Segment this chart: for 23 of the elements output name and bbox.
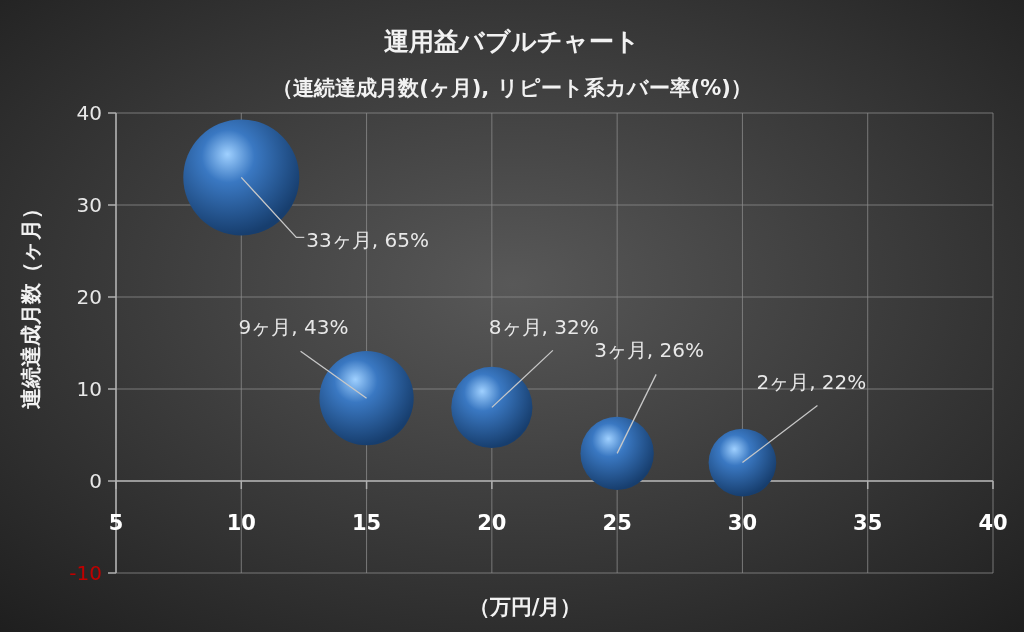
data-label: 9ヶ月, 43% [238,315,349,340]
y-tick-label: 10 [76,377,102,401]
y-axis-title: 連続達成月数（ヶ月） [19,197,43,409]
x-tick-label: 5 [108,511,124,535]
x-tick-label: 25 [602,511,632,535]
y-tick-label: -10 [69,561,102,585]
data-label: 33ヶ月, 65% [306,228,429,253]
chart-subtitle: （連続達成月数(ヶ月), リピート系カバー率(%)） [272,76,752,100]
y-tick-label: 20 [76,285,102,309]
data-label: 8ヶ月, 32% [488,315,599,340]
y-tick-label: 0 [89,469,102,493]
y-tick-label: 40 [76,101,102,125]
chart-title: 運用益バブルチャート [384,27,640,56]
x-tick-label: 15 [351,511,382,535]
x-tick-label: 40 [978,511,1008,535]
x-tick-label: 35 [853,511,883,535]
data-label: 2ヶ月, 22% [756,369,867,394]
x-axis-title: （万円/月） [468,595,582,619]
y-tick-label: 30 [76,193,102,217]
x-tick-label: 30 [727,511,758,535]
x-tick-label: 20 [477,511,507,535]
x-tick-label: 10 [226,511,256,535]
data-label: 3ヶ月, 26% [594,338,705,363]
